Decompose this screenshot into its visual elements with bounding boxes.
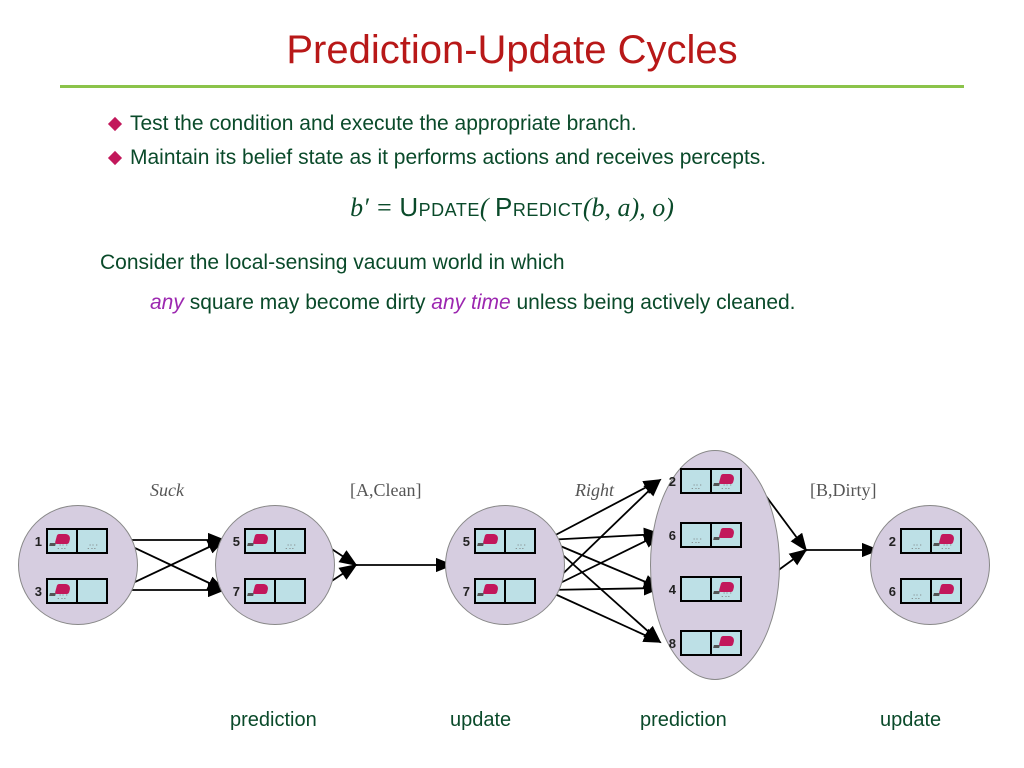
state-number: 5 (458, 534, 470, 549)
two-cell-world: ∴∵ (474, 528, 536, 554)
state-number: 1 (30, 534, 42, 549)
two-cell-world (244, 578, 306, 604)
state-number: 6 (884, 584, 896, 599)
two-cell-world: ∴∵∴∵ (680, 468, 742, 494)
state-number: 2 (884, 534, 896, 549)
state-number: 7 (458, 584, 470, 599)
two-cell-world: ∴∵ (46, 578, 108, 604)
state-number: 2 (664, 474, 676, 489)
world-state-8: 8 (664, 630, 742, 656)
world-state-6: 6 ∴∵ (884, 578, 962, 604)
belief-state-ellipse (18, 505, 138, 625)
world-state-5: 5 ∴∵ (228, 528, 306, 554)
bullet-item: Test the condition and execute the appro… (110, 112, 1024, 136)
world-state-1: 1 ∴∵∴∵ (30, 528, 108, 554)
belief-state-ellipse (870, 505, 990, 625)
two-cell-world: ∴∵ (680, 576, 742, 602)
world-state-7: 7 (228, 578, 306, 604)
two-cell-world (474, 578, 536, 604)
world-state-7: 7 (458, 578, 536, 604)
horizontal-rule (60, 85, 964, 88)
state-number: 6 (664, 528, 676, 543)
belief-state-ellipse (445, 505, 565, 625)
two-cell-world (680, 630, 742, 656)
para2-post: unless being actively cleaned. (511, 291, 796, 314)
phase-label-prediction-1: prediction (230, 709, 317, 732)
two-cell-world: ∴∵ (900, 578, 962, 604)
formula-paren: ( (480, 193, 495, 222)
formula-predict: Predict (495, 192, 583, 222)
formula-eq: = (369, 193, 400, 222)
formula-paren: ) (665, 193, 674, 222)
bullet-list: Test the condition and execute the appro… (110, 112, 1024, 170)
formula-comma: , (605, 193, 618, 222)
emph-anytime: any time (431, 291, 510, 314)
paragraph-1: Consider the local-sensing vacuum world … (100, 251, 1024, 275)
state-number: 5 (228, 534, 240, 549)
emph-any: any (150, 291, 184, 314)
world-state-3: 3 ∴∵ (30, 578, 108, 604)
formula-paren: ( (583, 193, 592, 222)
two-cell-world: ∴∵ (244, 528, 306, 554)
bullet-text: Test the condition and execute the appro… (130, 112, 637, 136)
phase-label-update-2: update (880, 709, 941, 732)
state-number: 7 (228, 584, 240, 599)
phase-label-update-1: update (450, 709, 511, 732)
two-cell-world: ∴∵ (680, 522, 742, 548)
action-label-right: Right (575, 480, 614, 501)
world-state-4: 4 ∴∵ (664, 576, 742, 602)
formula-arg: a (618, 193, 631, 222)
state-number: 8 (664, 636, 676, 651)
formula-paren: ), (631, 193, 653, 222)
formula: b′ = Update( Predict(b, a), o) (0, 192, 1024, 223)
percept-label-bdirty: [B,Dirty] (810, 480, 877, 501)
formula-arg: b (592, 193, 605, 222)
para2-mid: square may become dirty (184, 291, 431, 314)
world-state-2: 2 ∴∵∴∵ (884, 528, 962, 554)
diagram: 1 ∴∵∴∵ 3 ∴∵ 5 ∴∵ 7 5 ∴∵ 7 2 ∴∵∴∵ 6 ∴∵ 4 ∴∵ 8 2 ∴∵∴∵ 6 ∴∵ Suc… (0, 420, 1024, 740)
slide-title: Prediction-Update Cycles (0, 0, 1024, 73)
diamond-icon (108, 117, 122, 131)
world-state-2: 2 ∴∵∴∵ (664, 468, 742, 494)
phase-label-prediction-2: prediction (640, 709, 727, 732)
diamond-icon (108, 151, 122, 165)
bullet-text: Maintain its belief state as it performs… (130, 146, 766, 170)
two-cell-world: ∴∵∴∵ (900, 528, 962, 554)
paragraph-2: any square may become dirty any time unl… (150, 291, 1024, 315)
state-number: 3 (30, 584, 42, 599)
formula-update: Update (399, 192, 479, 222)
percept-label-aclean: [A,Clean] (350, 480, 421, 501)
world-state-6: 6 ∴∵ (664, 522, 742, 548)
formula-arg: o (652, 193, 665, 222)
state-number: 4 (664, 582, 676, 597)
belief-state-ellipse (215, 505, 335, 625)
world-state-5: 5 ∴∵ (458, 528, 536, 554)
bullet-item: Maintain its belief state as it performs… (110, 146, 1024, 170)
two-cell-world: ∴∵∴∵ (46, 528, 108, 554)
formula-var: b (350, 193, 363, 222)
action-label-suck: Suck (150, 480, 184, 501)
